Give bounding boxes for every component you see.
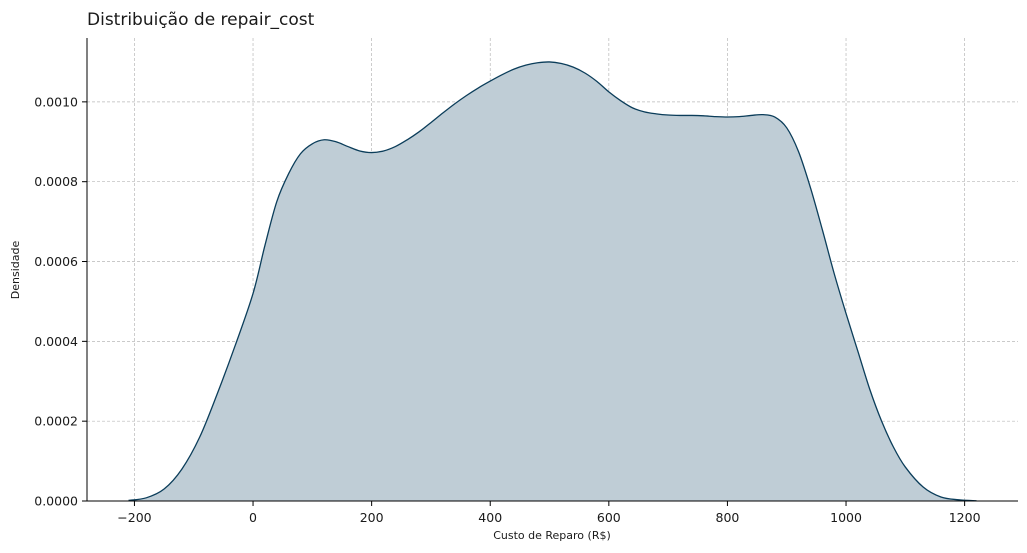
y-axis-label: Densidade — [9, 241, 22, 300]
y-tick-label: 0.0002 — [34, 414, 78, 429]
x-tick-label: −200 — [117, 510, 151, 525]
x-tick-label: 800 — [716, 510, 740, 525]
y-tick-label: 0.0000 — [34, 494, 78, 509]
y-tick-label: 0.0004 — [34, 334, 78, 349]
y-tick-label: 0.0008 — [34, 174, 78, 189]
x-tick-label: 200 — [360, 510, 384, 525]
x-ticks: −200 0 200 400 600 800 1000 1200 — [117, 501, 981, 525]
y-ticks: 0.0000 0.0002 0.0004 0.0006 0.0008 0.0010 — [34, 94, 87, 509]
density-line — [128, 61, 977, 502]
x-tick-label: 400 — [478, 510, 502, 525]
y-tick-label: 0.0006 — [34, 254, 78, 269]
x-tick-label: 1000 — [830, 510, 862, 525]
density-fill — [128, 61, 977, 501]
density-area-layer — [128, 61, 977, 502]
y-tick-label: 0.0010 — [34, 94, 78, 109]
chart-title: Distribuição de repair_cost — [87, 10, 315, 30]
x-tick-label: 0 — [249, 510, 257, 525]
x-axis-label: Custo de Reparo (R$) — [493, 529, 611, 542]
x-tick-label: 1200 — [949, 510, 981, 525]
x-tick-label: 600 — [597, 510, 621, 525]
